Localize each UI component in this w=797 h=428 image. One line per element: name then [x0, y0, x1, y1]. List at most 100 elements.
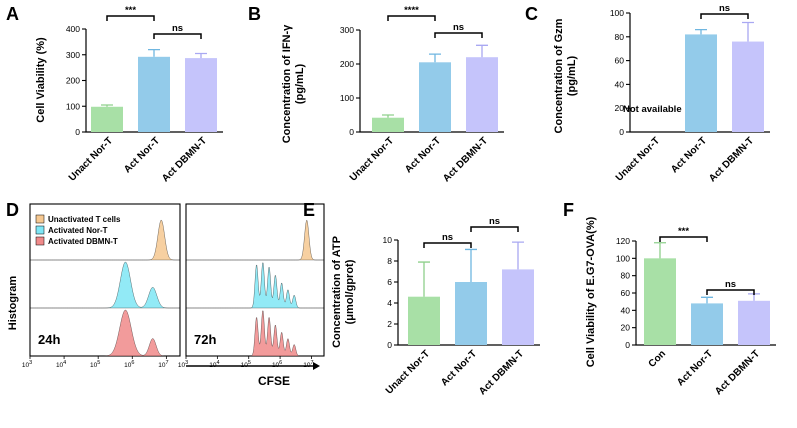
legend-swatch — [35, 214, 45, 224]
bar — [372, 117, 404, 132]
y-axis-label-line: Cell Viability of E.G7-OVA(%) — [585, 216, 597, 367]
x-tick-base: 10 — [56, 362, 64, 369]
legend-label: Unactivated T cells — [48, 215, 121, 224]
y-tick-label: 300 — [66, 50, 80, 60]
x-tick-label: 103 — [178, 360, 188, 369]
y-tick-label: 60 — [615, 56, 625, 66]
significance-label: ns — [725, 279, 736, 290]
x-category-label: Act DBMN-T — [707, 135, 756, 184]
x-tick-label: 106 — [272, 360, 282, 369]
panel-e: E 0 2 4 6 8 10 Concentration of ATP(μmol/gprot)… — [303, 200, 540, 397]
y-tick-label: 80 — [621, 271, 631, 281]
error-bar — [418, 261, 430, 297]
error-bar — [701, 296, 713, 304]
y-axis-label-line: (pg/mL) — [294, 64, 306, 105]
y-tick-label: 200 — [340, 59, 354, 69]
timepoint-label: 24h — [38, 332, 60, 347]
y-tick-label: 60 — [621, 288, 631, 298]
y-tick-label: 300 — [340, 25, 354, 35]
y-tick-label: 80 — [615, 32, 625, 42]
y-tick-label: 0 — [625, 340, 630, 350]
y-tick-label: 2 — [387, 319, 392, 329]
significance-bracket — [153, 33, 202, 39]
significance-bracket — [706, 289, 755, 295]
x-tick-exponent: 5 — [97, 360, 100, 366]
significance-label: ns — [489, 216, 500, 227]
y-tick-label: 20 — [615, 103, 625, 113]
y-tick-label: 0 — [619, 127, 624, 137]
histogram-curve — [30, 309, 180, 357]
y-axis-label-line: Cell Viability (%) — [35, 37, 47, 123]
x-category-label: Act Nor-T — [403, 135, 443, 175]
y-axis-label-line: Concentration of IFN-γ — [281, 24, 293, 143]
error-bar — [148, 48, 160, 57]
error-bar — [695, 29, 707, 35]
y-tick-label: 0 — [349, 127, 354, 137]
bar — [738, 300, 770, 345]
x-category-label: Unact Nor-T — [614, 135, 662, 183]
x-category-label: Act DBMN-T — [713, 348, 762, 397]
error-bar — [101, 104, 113, 107]
y-axis-label-line: Concentration of Gzm — [553, 18, 565, 133]
bar — [502, 269, 534, 345]
y-axis-label: Concentration of IFN-γ(pg/mL) — [281, 24, 306, 143]
y-axis-label: Cell Viability of E.G7-OVA(%) — [585, 216, 597, 367]
x-tick-base: 10 — [158, 362, 166, 369]
y-axis-label: Histogram — [7, 276, 19, 331]
y-tick-label: 200 — [66, 76, 80, 86]
panel-letter: F — [563, 200, 574, 220]
x-tick-label: 107 — [158, 360, 168, 369]
y-tick-label: 40 — [621, 305, 631, 315]
significance-bracket — [387, 15, 436, 21]
x-category-label: Act DBMN-T — [477, 348, 526, 397]
x-tick-exponent: 7 — [311, 360, 314, 366]
bar — [419, 62, 451, 132]
x-tick-label: 107 — [303, 360, 313, 369]
x-tick-base: 10 — [90, 362, 98, 369]
x-tick-exponent: 3 — [185, 360, 188, 366]
x-tick-label: 106 — [124, 360, 134, 369]
significance-bracket — [106, 15, 155, 21]
bar — [732, 41, 764, 133]
bar — [644, 258, 676, 345]
significance-label: ns — [719, 3, 730, 14]
x-category-label: Con — [647, 348, 669, 370]
panel-letter: D — [6, 200, 19, 220]
x-category-label: Act Nor-T — [675, 348, 715, 388]
x-category-label: Act Nor-T — [669, 135, 709, 175]
y-tick-label: 100 — [340, 93, 354, 103]
x-tick-exponent: 6 — [279, 360, 282, 366]
y-tick-label: 8 — [387, 256, 392, 266]
x-tick-label: 104 — [209, 360, 219, 369]
x-tick-exponent: 5 — [248, 360, 251, 366]
significance-label: **** — [404, 5, 419, 16]
panel-letter: B — [248, 4, 261, 24]
x-tick-base: 10 — [22, 362, 30, 369]
x-tick-exponent: 3 — [29, 360, 32, 366]
histogram-curve — [186, 310, 324, 357]
histogram-curve — [186, 220, 324, 261]
legend-label: Activated Nor-T — [48, 226, 108, 235]
x-category-label: Act DBMN-T — [160, 135, 209, 184]
panel-letter: E — [303, 200, 315, 220]
x-category-label: Unact Nor-T — [384, 348, 432, 396]
significance-bracket — [700, 13, 749, 19]
x-tick-base: 10 — [178, 362, 186, 369]
y-tick-label: 40 — [615, 79, 625, 89]
significance-label: ns — [442, 232, 453, 243]
legend-label: Activated DBMN-T — [48, 237, 118, 246]
panel-a: A 0 100 200 300 400 Cell Viability (%) Unact No… — [6, 4, 223, 184]
significance-bracket — [470, 226, 519, 232]
x-tick-base: 10 — [124, 362, 132, 369]
legend: Unactivated T cells Activated Nor-T Activa… — [35, 214, 121, 246]
x-category-label: Act Nor-T — [439, 348, 479, 388]
bar — [685, 34, 717, 132]
panel-letter: A — [6, 4, 19, 24]
x-tick-label: 105 — [90, 360, 100, 369]
histogram-curve — [30, 261, 180, 309]
y-tick-label: 20 — [621, 323, 631, 333]
y-tick-label: 4 — [387, 298, 392, 308]
